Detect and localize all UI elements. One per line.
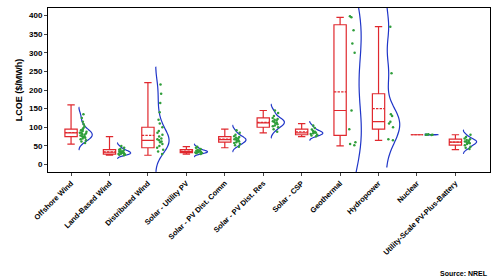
svg-text:Source: NREL: Source: NREL — [440, 270, 488, 277]
svg-text:400: 400 — [29, 11, 43, 20]
svg-text:Solar - PV Dist. Comm: Solar - PV Dist. Comm — [167, 179, 230, 242]
svg-text:Geothermal: Geothermal — [308, 179, 344, 215]
svg-text:100: 100 — [29, 123, 43, 132]
svg-text:Hydropower: Hydropower — [345, 179, 382, 216]
svg-text:50: 50 — [33, 142, 42, 151]
svg-text:250: 250 — [29, 67, 43, 76]
svg-text:Solar - PV Dist. Res: Solar - PV Dist. Res — [212, 179, 268, 235]
svg-text:200: 200 — [29, 86, 43, 95]
svg-text:Utility-Scale PV-Plus-Battery: Utility-Scale PV-Plus-Battery — [381, 178, 460, 257]
svg-text:LCOE ($/MWh): LCOE ($/MWh) — [14, 59, 24, 122]
svg-text:Offshore Wind: Offshore Wind — [32, 179, 75, 222]
svg-text:Land-Based Wind: Land-Based Wind — [62, 179, 113, 230]
svg-text:Solar - Utility PV: Solar - Utility PV — [143, 179, 191, 227]
svg-text:150: 150 — [29, 104, 43, 113]
svg-text:0: 0 — [38, 160, 43, 169]
svg-text:Nuclear: Nuclear — [395, 179, 421, 205]
svg-text:350: 350 — [29, 30, 43, 39]
svg-text:300: 300 — [29, 49, 43, 58]
svg-text:Solar - CSP: Solar - CSP — [270, 179, 305, 214]
svg-text:Distributed Wind: Distributed Wind — [103, 179, 152, 228]
